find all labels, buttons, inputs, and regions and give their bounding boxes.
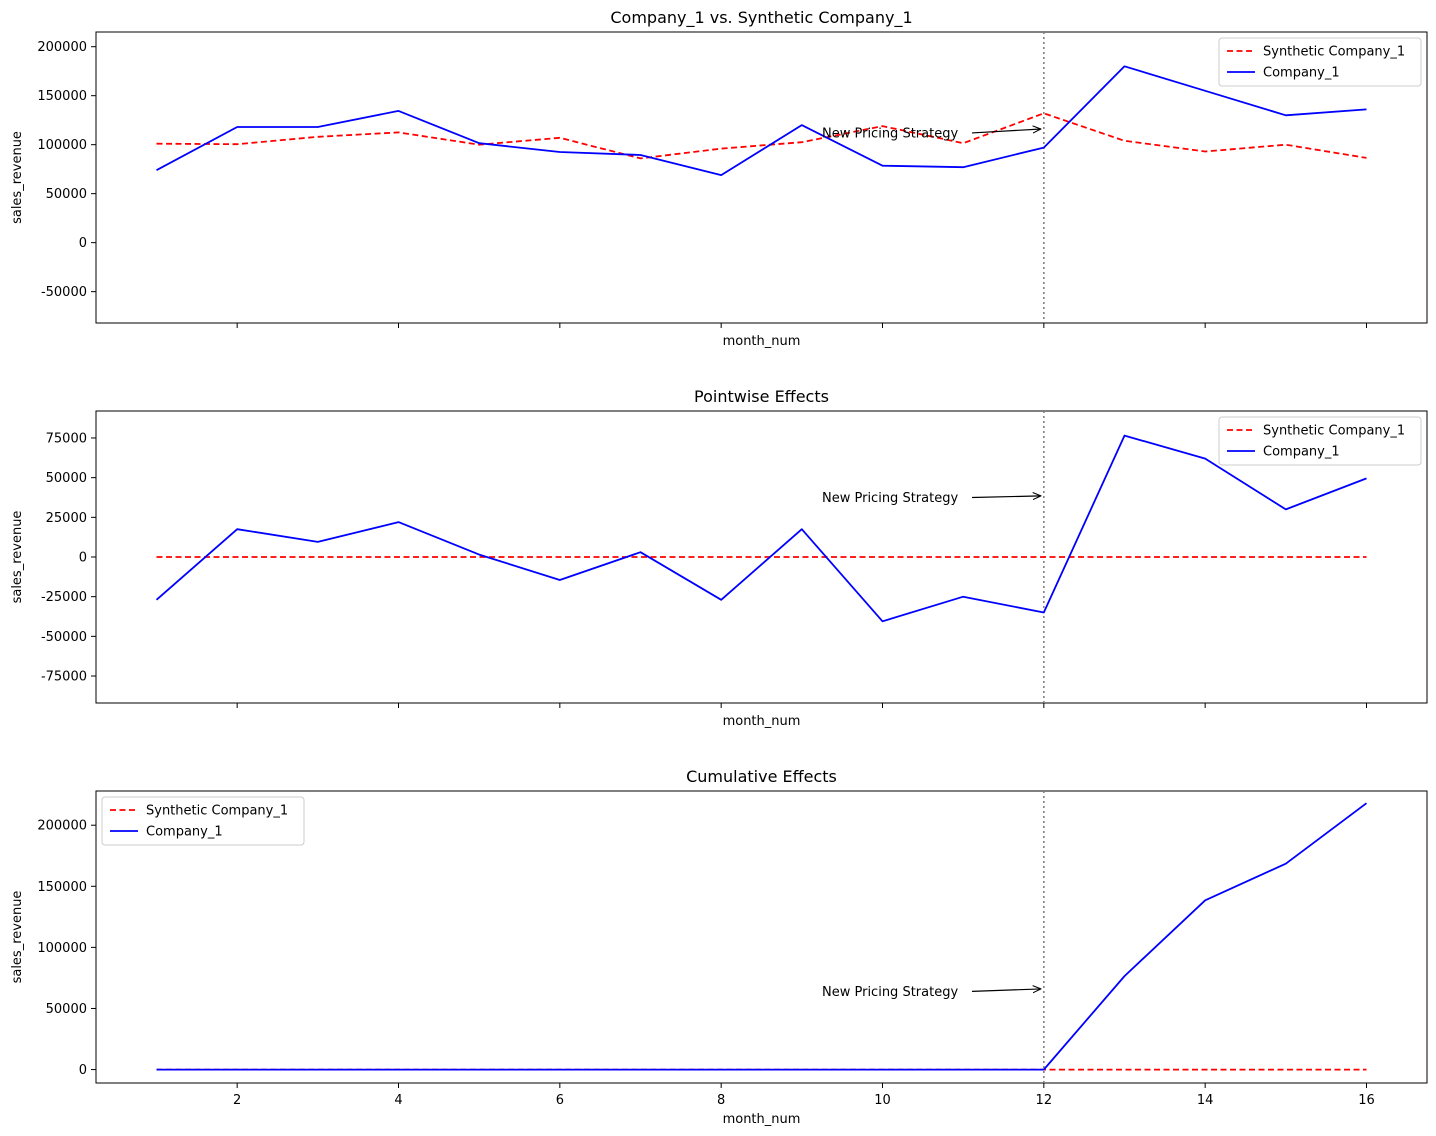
chart-title: Cumulative Effects (686, 767, 837, 786)
y-tick-label: 25000 (46, 511, 87, 526)
legend: Synthetic Company_1 Company_1 (101, 796, 305, 846)
series-line (156, 802, 1368, 1071)
y-tick-label: 150000 (37, 89, 87, 104)
x-tick-label: 10 (874, 1093, 891, 1108)
x-axis-label: month_num (723, 334, 801, 349)
chart-panel-3: Cumulative Effects 0 50000 100000 150000 2000… (10, 767, 1428, 1127)
x-axis-label: month_num (723, 1112, 801, 1127)
series-line (156, 65, 1367, 177)
y-tick-label: -50000 (41, 630, 87, 645)
chart-title: Company_1 vs. Synthetic Company_1 (610, 8, 912, 28)
legend-box (1218, 37, 1422, 87)
annotation-text: New Pricing Strategy (822, 985, 958, 1000)
x-tick-label: 14 (1197, 1093, 1214, 1108)
y-tick-label: 150000 (37, 880, 87, 895)
x-tick-label: 8 (717, 1093, 725, 1108)
y-tick-label: 75000 (46, 431, 87, 446)
y-axis-label: sales_revenue (10, 131, 25, 224)
x-tick-label: 16 (1358, 1093, 1375, 1108)
y-tick-label: -75000 (41, 670, 87, 685)
series-line (155, 434, 1367, 623)
y-tick-label: 100000 (37, 138, 87, 153)
legend-label: Company_1 (1263, 445, 1340, 460)
y-axis-label: sales_revenue (10, 511, 25, 604)
x-axis-label: month_num (723, 714, 801, 729)
x-tick-label: 6 (556, 1093, 564, 1108)
series-line (156, 112, 1367, 160)
legend-label: Synthetic Company_1 (1263, 424, 1405, 439)
chart-panel-2: Pointwise Effects -75000 -50000 -25000 0 2500… (10, 387, 1428, 729)
legend-box (1218, 416, 1422, 466)
x-tick-label: 4 (394, 1093, 402, 1108)
plot-frame (95, 790, 1428, 1084)
y-axis-label: sales_revenue (10, 891, 25, 984)
y-tick-label: 200000 (37, 40, 87, 55)
legend: Synthetic Company_1 Company_1 (1218, 37, 1422, 87)
annotation-text: New Pricing Strategy (822, 126, 958, 141)
legend-label: Synthetic Company_1 (146, 804, 288, 819)
chart-panel-1: Company_1 vs. Synthetic Company_1 -50000 0… (10, 8, 1428, 349)
y-tick-label: 50000 (46, 187, 87, 202)
y-tick-label: 50000 (46, 471, 87, 486)
y-tick-label: 200000 (37, 819, 87, 834)
legend-label: Company_1 (1263, 66, 1340, 81)
legend: Synthetic Company_1 Company_1 (1218, 416, 1422, 466)
x-tick-label: 2 (233, 1093, 241, 1108)
legend-label: Company_1 (146, 825, 223, 840)
y-tick-label: -50000 (41, 285, 87, 300)
x-tick-label: 12 (1036, 1093, 1053, 1108)
annotation-arrow (971, 989, 1041, 991)
y-tick-label: 100000 (37, 941, 87, 956)
annotation-arrow (971, 129, 1041, 133)
y-tick-label: 0 (79, 1063, 87, 1078)
legend-label: Synthetic Company_1 (1263, 45, 1405, 60)
y-tick-label: 0 (79, 551, 87, 566)
annotation-text: New Pricing Strategy (822, 491, 958, 506)
plot-frame (95, 31, 1428, 324)
y-tick-label: 50000 (46, 1002, 87, 1017)
annotation-arrow (971, 496, 1041, 498)
chart-title: Pointwise Effects (694, 387, 829, 406)
y-tick-label: 0 (79, 236, 87, 251)
legend-box (101, 796, 305, 846)
y-tick-label: -25000 (41, 590, 87, 605)
